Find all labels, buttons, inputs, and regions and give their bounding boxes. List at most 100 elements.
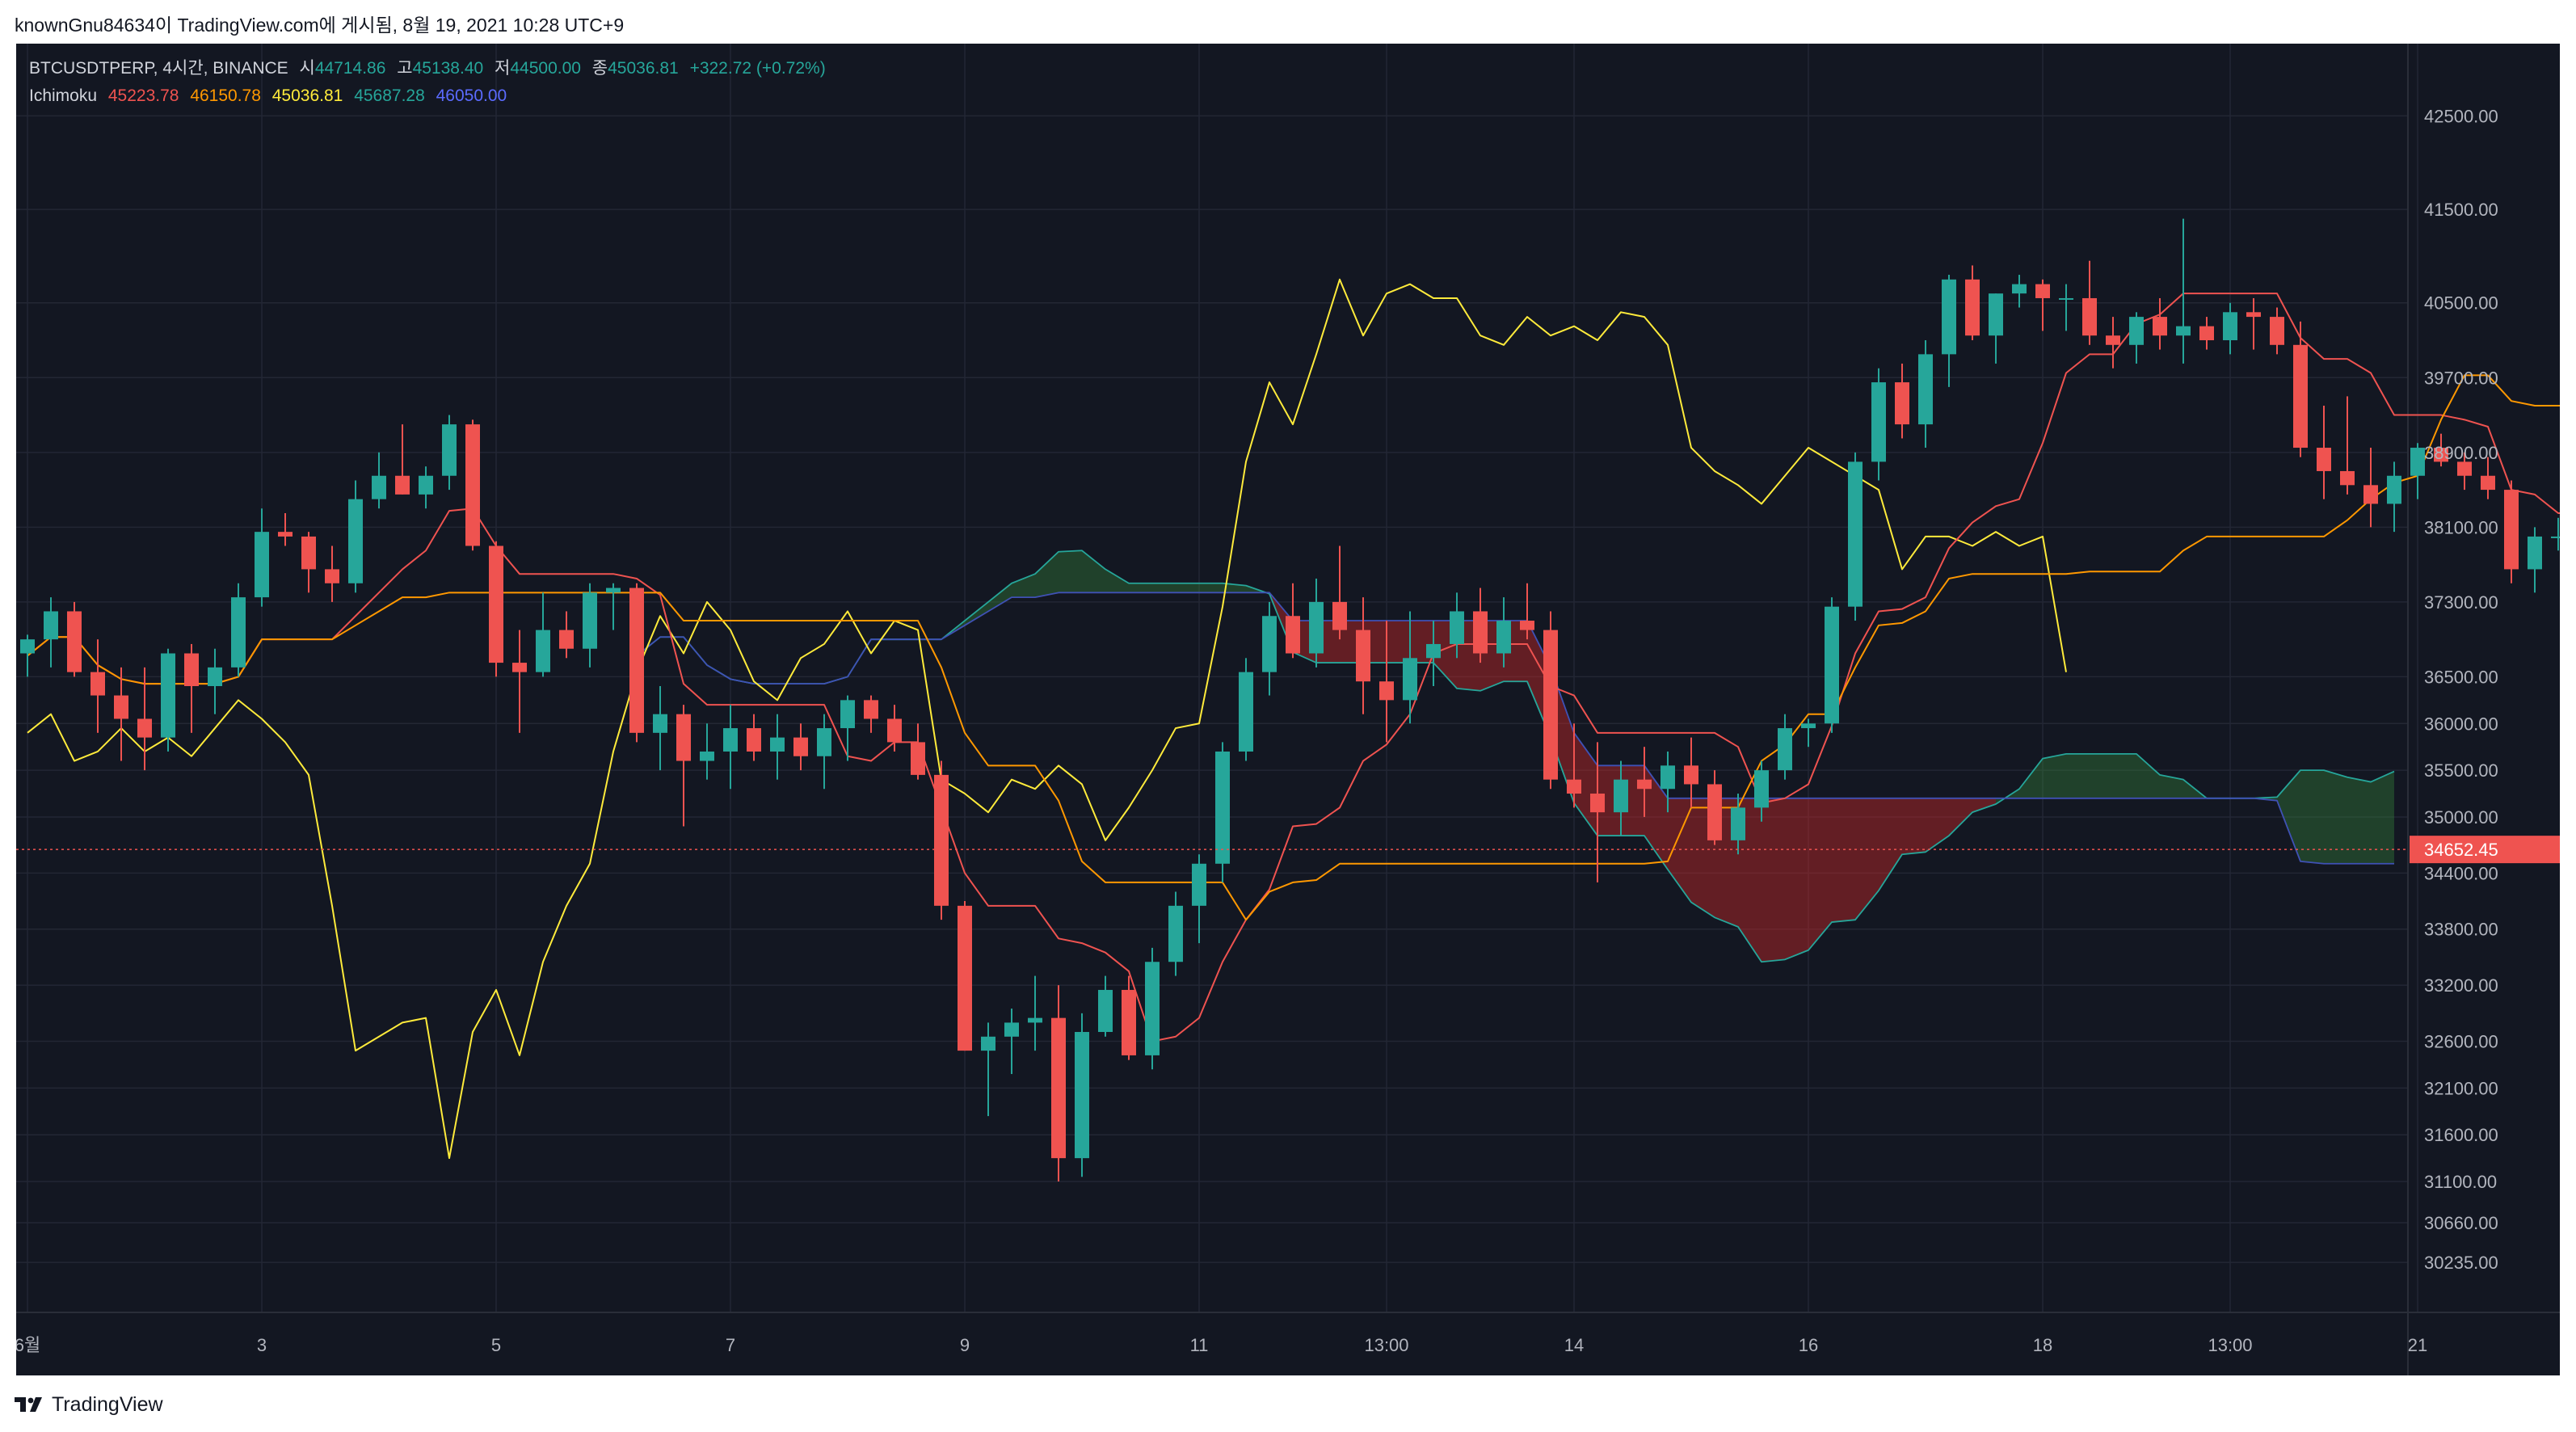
- candle-body: [1286, 616, 1300, 654]
- price-axis-label: 35500.00: [2424, 760, 2498, 781]
- cloud-segment: [2066, 753, 2090, 798]
- cloud-segment: [965, 601, 988, 625]
- candle-body: [2246, 312, 2261, 318]
- candle-body: [887, 718, 902, 743]
- cloud-segment: [2136, 753, 2160, 798]
- lead-b-value: 46050.00: [436, 86, 507, 105]
- cloud-segment: [2160, 774, 2183, 798]
- candle-body: [770, 737, 785, 752]
- open-label: 시: [299, 59, 315, 78]
- symbol-legend-row: BTCUSDTPERP, 4시간, BINANCE 시44714.86 고451…: [29, 55, 832, 82]
- candle-body: [2012, 284, 2027, 294]
- price-axis-label: 30235.00: [2424, 1253, 2498, 1273]
- cloud-segment: [1082, 550, 1105, 593]
- candle-body: [2528, 536, 2542, 570]
- symbol-label[interactable]: BTCUSDTPERP, 4시간, BINANCE: [29, 59, 288, 78]
- candle-body: [1754, 770, 1769, 808]
- time-axis-label: 11: [1190, 1335, 1209, 1355]
- candle-body: [1168, 905, 1183, 962]
- cloud-segment: [1152, 583, 1176, 593]
- cloud-segment: [1059, 550, 1082, 593]
- low-label: 저: [495, 59, 511, 78]
- candle-body: [325, 569, 339, 583]
- candle-body: [629, 588, 644, 733]
- cloud-segment: [1387, 621, 1410, 663]
- cloud-segment: [2277, 770, 2300, 861]
- candle-body: [1801, 723, 1816, 729]
- time-axis-label: 13:00: [1364, 1335, 1408, 1355]
- indicator-name[interactable]: Ichimoku: [29, 86, 98, 105]
- price-axis-label: 39700.00: [2424, 368, 2498, 388]
- candle-body: [2106, 335, 2120, 345]
- candle-body: [1192, 863, 1206, 906]
- price-axis: 42500.00 41500.00 40500.00 39700.00 38900.00…: [2424, 106, 2498, 1273]
- cloud-segment: [1668, 798, 1691, 903]
- time-axis-label: 14: [1564, 1335, 1584, 1355]
- candle-body: [2363, 485, 2378, 504]
- candle-body: [465, 424, 480, 546]
- cloud-segment: [1105, 569, 1129, 593]
- candle-body: [1989, 293, 2003, 336]
- candle-body: [2129, 317, 2144, 345]
- price-axis-label: 33800.00: [2424, 920, 2498, 940]
- cloud-segment: [1832, 798, 1855, 923]
- candle-body: [2199, 326, 2214, 341]
- high-value: 45138.40: [412, 59, 484, 78]
- candle-body: [700, 751, 714, 761]
- price-axis-label: 37300.00: [2424, 592, 2498, 613]
- candle-body: [1778, 728, 1792, 771]
- candle-body: [747, 728, 761, 752]
- candle-body: [2504, 490, 2519, 570]
- price-axis-label: 38900.00: [2424, 443, 2498, 463]
- candle-body: [44, 611, 58, 640]
- candle-body: [2223, 312, 2237, 341]
- candle-body: [2481, 475, 2495, 491]
- candle-body: [2340, 470, 2355, 486]
- price-axis-label: 41500.00: [2424, 200, 2498, 220]
- price-axis-label: 42500.00: [2424, 106, 2498, 126]
- candle-body: [653, 714, 667, 733]
- lagging-span-line: [27, 278, 2067, 1160]
- candle-body: [911, 742, 925, 775]
- time-axis-label: 21: [2408, 1335, 2427, 1355]
- candle-body: [1707, 784, 1722, 840]
- chart-panel[interactable]: 42500.00 41500.00 40500.00 39700.00 38900.00…: [16, 44, 2560, 1375]
- cloud-segment: [1808, 798, 1832, 950]
- candle-body: [1262, 616, 1277, 672]
- candle-body: [278, 532, 293, 537]
- base-line-value: 46150.78: [190, 86, 261, 105]
- candle-body: [1051, 1017, 1066, 1159]
- change-value: +322.72 (+0.72%): [689, 59, 826, 78]
- price-axis-label: 32100.00: [2424, 1078, 2498, 1098]
- candle-body: [1473, 611, 1488, 654]
- candle-body: [231, 597, 246, 668]
- cloud-segment: [2090, 753, 2113, 798]
- candle-body: [1543, 630, 1558, 780]
- candle-body: [1450, 611, 1464, 644]
- candle-body: [1965, 279, 1980, 336]
- candle-body: [840, 700, 855, 729]
- candle-body: [1332, 601, 1347, 630]
- candle-body: [348, 499, 363, 583]
- last-price-label: 34652.45: [2424, 840, 2498, 860]
- candle-body: [1004, 1022, 1019, 1037]
- cloud-segment: [2019, 758, 2043, 798]
- candle-body: [67, 611, 82, 672]
- candle-body: [2035, 284, 2050, 298]
- price-axis-label: 40500.00: [2424, 293, 2498, 314]
- candle-body: [676, 714, 691, 761]
- candle-body: [1239, 672, 1253, 752]
- price-axis-label: 32600.00: [2424, 1032, 2498, 1052]
- candle-body: [419, 475, 433, 495]
- ichimoku-chart-svg[interactable]: 42500.00 41500.00 40500.00 39700.00 38900.00…: [16, 44, 2560, 1375]
- cloud-segment: [1949, 798, 1972, 836]
- candle-body: [208, 667, 222, 686]
- cloud-segment: [1902, 798, 1926, 855]
- cloud-segment: [1012, 574, 1035, 598]
- candle-body: [1028, 1017, 1042, 1023]
- candle-body: [2410, 448, 2425, 476]
- candle-body: [2317, 448, 2331, 471]
- time-axis-label: 9: [960, 1335, 970, 1355]
- time-axis-label: 3: [257, 1335, 267, 1355]
- candle-body: [1215, 751, 1230, 864]
